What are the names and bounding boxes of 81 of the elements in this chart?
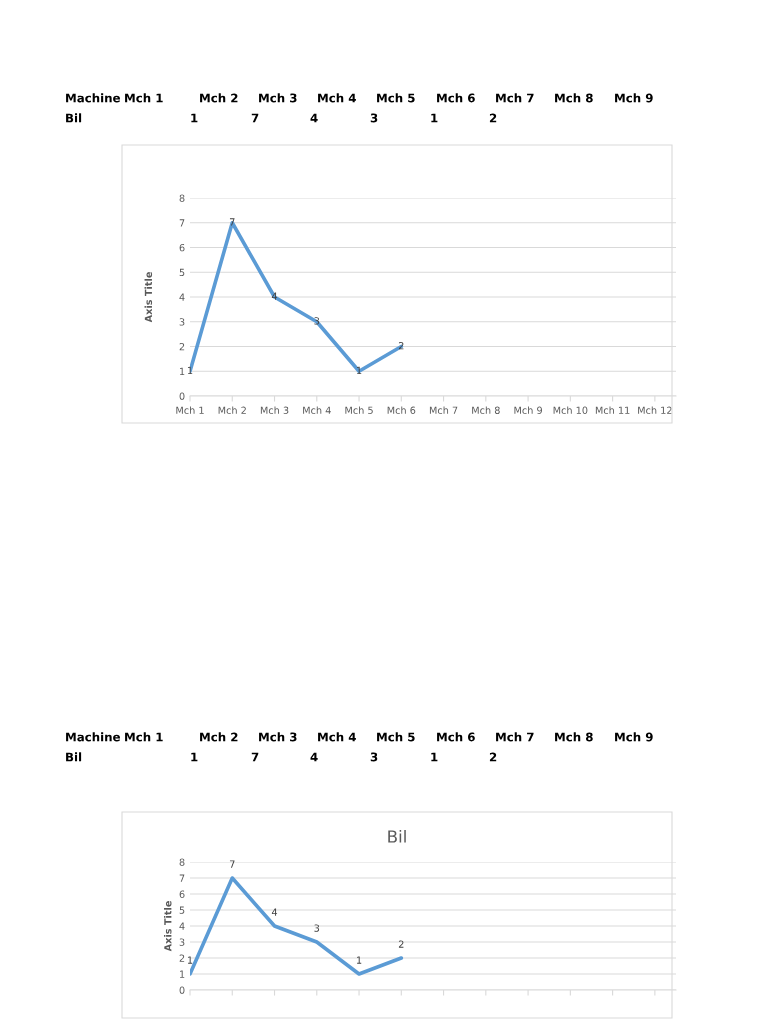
y-tick-label: 2 <box>179 954 185 962</box>
y-tick-label: 8 <box>179 194 185 202</box>
text: 2 <box>489 752 497 762</box>
text: Mch 3 <box>259 93 297 103</box>
text: 2 <box>489 113 497 123</box>
y-tick-label: 2 <box>179 342 185 351</box>
text: Mch 9 <box>615 93 653 103</box>
text: 3 <box>370 752 378 762</box>
data-label: 4 <box>271 908 278 916</box>
y-tick-label: 6 <box>179 243 185 252</box>
y-tick-label: 7 <box>179 874 185 882</box>
text: 1 <box>431 752 438 762</box>
text: Machine <box>66 93 120 103</box>
text: Mch 9 <box>615 732 653 742</box>
y-tick-label: 5 <box>179 268 185 277</box>
text: Mch 1 <box>125 732 163 742</box>
x-tick-label: Mch 10 <box>553 406 588 414</box>
text: 1 <box>191 752 198 762</box>
x-tick-label: Mch 12 <box>638 406 672 414</box>
data-label: 1 <box>187 956 193 964</box>
x-tick-label: Mch 2 <box>218 406 246 414</box>
text: Mch 8 <box>555 93 593 103</box>
data-label: 1 <box>357 366 362 374</box>
text: Mch 5 <box>377 732 415 742</box>
text: Mch 6 <box>437 93 475 103</box>
text: Mch 1 <box>125 93 163 103</box>
y-tick-label: 3 <box>179 938 185 946</box>
y-tick-label: 7 <box>179 219 185 227</box>
data-label: 7 <box>229 860 235 868</box>
y-tick-label: 8 <box>179 858 185 866</box>
text: Mch 8 <box>555 732 593 742</box>
data-label: 2 <box>398 341 404 350</box>
data-label: 3 <box>314 317 320 325</box>
text: 4 <box>310 752 318 762</box>
x-tick-label: Mch 5 <box>345 406 373 414</box>
text: 7 <box>251 752 259 762</box>
text: Bil <box>66 113 82 123</box>
text: Mch 7 <box>496 93 534 103</box>
text: Mch 2 <box>200 93 238 103</box>
text: Mch 3 <box>259 732 297 742</box>
text: 7 <box>251 113 259 123</box>
y-tick-label: 0 <box>179 986 185 994</box>
data-label: 7 <box>229 218 235 226</box>
data-label: 2 <box>398 940 404 948</box>
text: Mch 4 <box>318 93 356 103</box>
x-tick-label: Mch 7 <box>429 406 458 414</box>
y-axis-title: Axis Title <box>144 272 153 323</box>
chart-title: Bil <box>388 829 406 843</box>
text: 1 <box>431 113 438 123</box>
line-series <box>190 876 404 976</box>
text: Mch 7 <box>496 732 534 742</box>
x-tick-label: Mch 3 <box>260 406 289 414</box>
text: 1 <box>191 113 198 123</box>
data-label: 3 <box>314 924 320 932</box>
x-tick-label: Mch 4 <box>303 406 331 414</box>
text: Machine <box>66 732 120 742</box>
text: Mch 5 <box>377 93 415 103</box>
y-tick-label: 5 <box>179 906 185 914</box>
x-tick-label: Mch 8 <box>472 406 500 414</box>
text: 4 <box>310 113 318 123</box>
text: 3 <box>370 113 378 123</box>
y-tick-label: 6 <box>179 890 185 898</box>
text: Mch 2 <box>200 732 238 742</box>
y-axis-title: Axis Title <box>163 901 172 952</box>
data-label: 1 <box>187 366 193 374</box>
y-tick-label: 4 <box>179 293 185 301</box>
x-tick-label: Mch 1 <box>176 406 204 414</box>
text: Bil <box>66 752 82 762</box>
x-tick-label: Mch 9 <box>514 406 542 414</box>
y-tick-label: 3 <box>179 318 185 326</box>
line-series <box>190 220 404 374</box>
data-label: 1 <box>357 956 362 964</box>
data-label: 4 <box>271 292 278 300</box>
y-tick-label: 0 <box>179 392 185 400</box>
y-tick-label: 1 <box>180 367 185 375</box>
x-tick-label: Mch 11 <box>595 406 630 414</box>
y-tick-label: 1 <box>180 970 185 978</box>
text: Mch 6 <box>437 732 475 742</box>
text: Mch 4 <box>318 732 356 742</box>
y-tick-label: 4 <box>179 922 185 930</box>
x-tick-label: Mch 6 <box>387 406 416 414</box>
